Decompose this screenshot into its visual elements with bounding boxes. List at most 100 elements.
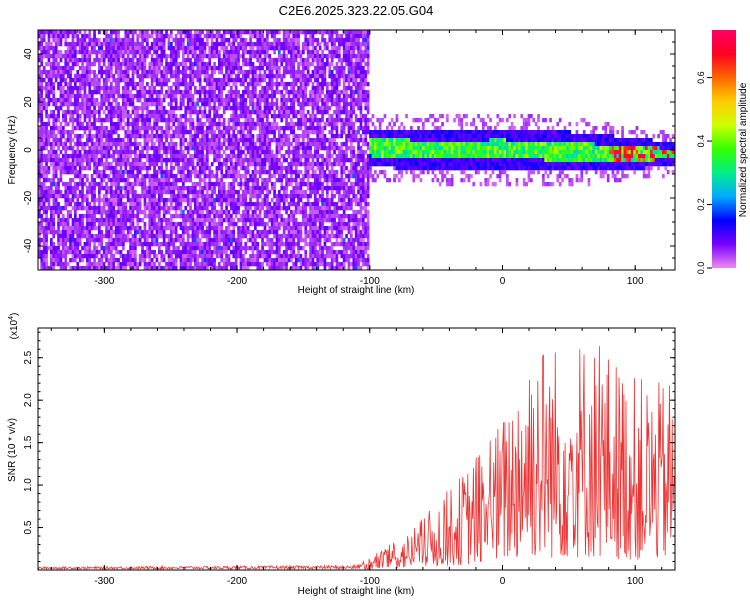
heatmap-cell <box>239 218 243 223</box>
heatmap-cell <box>105 90 108 95</box>
heatmap-cell <box>45 234 48 239</box>
heatmap-cell <box>210 226 214 231</box>
heatmap-cell <box>124 182 128 187</box>
heatmap-cell <box>47 42 51 47</box>
heatmap-cell <box>122 114 125 119</box>
heatmap-cell <box>93 62 96 67</box>
heatmap-cell <box>275 170 279 175</box>
heatmap-cell <box>50 34 53 39</box>
heatmap-cell <box>246 166 250 171</box>
heatmap-cell <box>102 102 106 107</box>
heatmap-cell <box>122 230 125 235</box>
heatmap-cell <box>141 122 144 127</box>
heatmap-cell <box>230 142 233 147</box>
heatmap-cell <box>167 102 171 107</box>
heatmap-cell <box>182 126 185 131</box>
heatmap-cell <box>160 42 164 47</box>
heatmap-cell <box>134 126 137 131</box>
heatmap-cell <box>182 90 185 95</box>
heatmap-cell <box>83 54 87 59</box>
heatmap-cell <box>170 226 173 231</box>
heatmap-cell <box>263 142 267 147</box>
heatmap-cell <box>273 194 276 199</box>
heatmap-cell <box>66 98 70 103</box>
heatmap-cell <box>208 54 212 59</box>
heatmap-cell <box>160 86 164 91</box>
heatmap-cell <box>153 58 156 63</box>
heatmap-cell <box>256 186 260 191</box>
heatmap-cell <box>98 250 101 255</box>
heatmap-cell <box>81 218 84 223</box>
heatmap-cell <box>239 126 243 131</box>
heatmap-cell <box>263 258 267 263</box>
heatmap-cell <box>57 50 60 55</box>
heatmap-cell <box>273 122 276 127</box>
heatmap-cell <box>102 254 106 259</box>
heatmap-cell <box>158 142 161 147</box>
heatmap-cell <box>38 170 41 175</box>
heatmap-cell <box>282 186 286 191</box>
heatmap-cell <box>110 234 113 239</box>
heatmap-cell <box>162 42 166 47</box>
heatmap-cell <box>100 158 104 163</box>
heatmap-cell <box>100 122 104 127</box>
heatmap-cell <box>215 110 219 115</box>
heatmap-cell <box>100 150 104 155</box>
heatmap-cell <box>191 98 195 103</box>
heatmap-cell <box>222 186 226 191</box>
heatmap-cell <box>280 238 284 243</box>
heatmap-cell <box>227 242 231 247</box>
heatmap-cell <box>102 94 106 99</box>
heatmap-cell <box>201 234 204 239</box>
heatmap-cell <box>266 82 269 87</box>
heatmap-cell <box>167 218 171 223</box>
heatmap-cell <box>244 50 248 55</box>
heatmap-cell <box>222 42 226 47</box>
heatmap-cell <box>177 42 180 47</box>
heatmap-cell <box>42 202 46 207</box>
heatmap-cell <box>239 242 243 247</box>
heatmap-cell <box>64 250 68 255</box>
heatmap-cell <box>107 154 111 159</box>
heatmap-cell <box>74 258 77 263</box>
heatmap-cell <box>206 134 209 139</box>
heatmap-cell <box>184 94 188 99</box>
heatmap-cell <box>158 114 161 119</box>
heatmap-cell <box>98 226 101 231</box>
heatmap-cell <box>88 102 92 107</box>
heatmap-cell <box>258 38 262 43</box>
heatmap-cell <box>54 38 58 43</box>
heatmap-cell <box>254 74 257 79</box>
heatmap-cell <box>237 62 240 67</box>
heatmap-cell <box>150 86 154 91</box>
heatmap-cell <box>275 262 279 267</box>
heatmap-cell <box>50 242 53 247</box>
heatmap-cell <box>150 30 154 35</box>
heatmap-cell <box>184 58 188 63</box>
heatmap-cell <box>198 162 202 167</box>
heatmap-cell <box>86 214 89 219</box>
heatmap-cell <box>110 162 113 167</box>
heatmap-cell <box>234 246 238 251</box>
heatmap-cell <box>148 210 152 215</box>
heatmap-cell <box>74 106 77 111</box>
heatmap-cell <box>136 90 140 95</box>
heatmap-cell <box>146 214 149 219</box>
heatmap-cell <box>136 166 140 171</box>
heatmap-cell <box>261 34 264 39</box>
heatmap-cell <box>126 214 130 219</box>
heatmap-cell <box>40 118 44 123</box>
heatmap-cell <box>131 134 135 139</box>
heatmap-cell <box>126 170 130 175</box>
heatmap-cell <box>172 182 176 187</box>
heatmap-cell <box>146 242 149 247</box>
heatmap-cell <box>225 206 228 211</box>
heatmap-cell <box>148 102 152 107</box>
heatmap-cell <box>174 98 178 103</box>
heatmap-cell <box>249 178 252 183</box>
heatmap-cell <box>138 258 142 263</box>
heatmap-cell <box>93 170 96 175</box>
heatmap-cell <box>242 202 245 207</box>
heatmap-cell <box>160 182 164 187</box>
heatmap-cell <box>131 174 135 179</box>
